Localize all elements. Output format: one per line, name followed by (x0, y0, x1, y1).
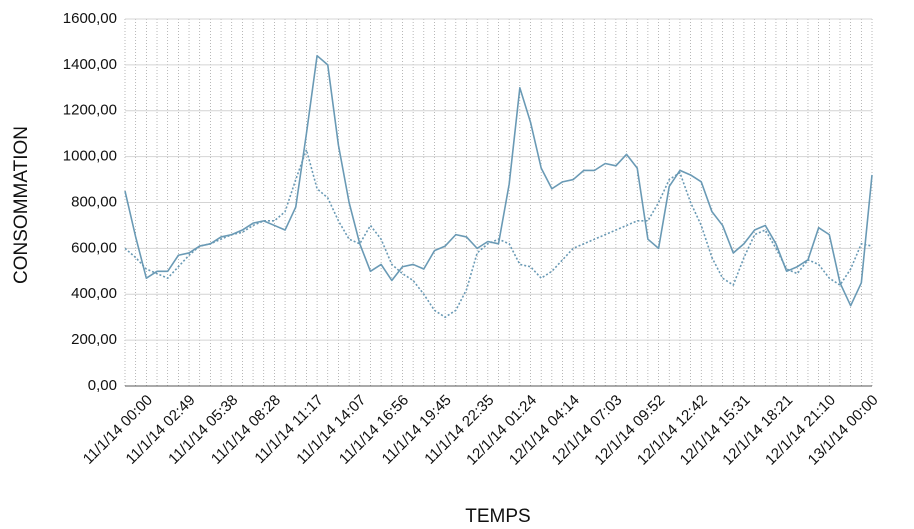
y-tick-label: 0,00 (88, 377, 117, 394)
x-axis-title: TEMPS (465, 506, 530, 527)
y-tick-label: 600,00 (71, 239, 117, 256)
y-tick-label: 1200,00 (63, 102, 117, 119)
series-line (124, 148, 873, 318)
y-tick-label: 400,00 (71, 285, 117, 302)
y-axis-title: CONSOMMATION (11, 126, 32, 284)
y-tick-label: 1000,00 (63, 148, 117, 165)
series-line (124, 54, 873, 307)
y-tick-label: 800,00 (71, 193, 117, 210)
y-tick-label: 200,00 (71, 331, 117, 348)
y-tick-label: 1400,00 (63, 56, 117, 73)
y-tick-label: 1600,00 (63, 10, 117, 27)
